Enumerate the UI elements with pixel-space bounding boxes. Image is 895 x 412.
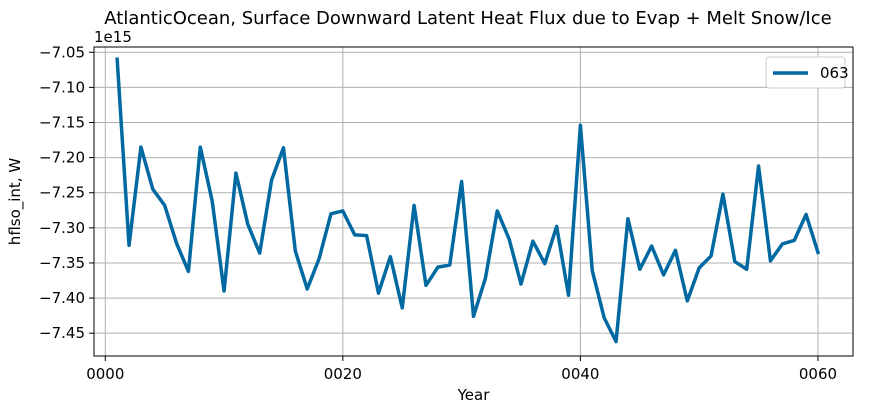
data-point — [709, 254, 713, 258]
data-point — [757, 164, 761, 168]
data-point — [484, 277, 488, 281]
x-tick-label: 0040 — [561, 365, 599, 383]
data-point — [115, 57, 119, 61]
data-point — [555, 225, 559, 229]
x-axis-label: Year — [457, 386, 491, 404]
data-point — [650, 244, 654, 248]
data-point — [448, 263, 452, 267]
data-point — [317, 257, 321, 261]
data-point — [638, 267, 642, 271]
data-point — [792, 239, 796, 243]
data-point — [282, 146, 286, 150]
y-tick-label: −7.40 — [39, 289, 85, 307]
data-point — [721, 192, 725, 196]
data-point — [507, 237, 511, 241]
y-tick-label: −7.35 — [39, 254, 85, 272]
data-point — [341, 209, 345, 213]
data-point — [139, 145, 143, 149]
data-point — [626, 217, 630, 221]
data-point — [674, 249, 678, 253]
data-point — [258, 251, 262, 255]
data-point — [769, 259, 773, 263]
data-point — [614, 340, 618, 344]
data-point — [210, 199, 214, 203]
series-layer — [115, 57, 821, 344]
data-point — [270, 178, 274, 182]
data-point — [662, 273, 666, 277]
data-point — [460, 180, 464, 184]
data-point — [567, 293, 571, 297]
data-point — [377, 291, 381, 295]
data-point — [305, 287, 309, 291]
data-point — [199, 145, 203, 149]
x-tick-label: 0020 — [324, 365, 362, 383]
y-tick-label: −7.05 — [39, 43, 85, 61]
data-point — [175, 241, 179, 245]
data-point — [400, 306, 404, 310]
data-point — [590, 269, 594, 273]
plot-frame — [93, 46, 854, 357]
data-point — [531, 239, 535, 243]
data-point — [436, 265, 440, 269]
y-tick-label: −7.25 — [39, 184, 85, 202]
data-point — [579, 124, 583, 128]
data-point — [602, 316, 606, 320]
data-point — [329, 212, 333, 216]
data-point — [816, 251, 820, 255]
data-point — [697, 266, 701, 270]
legend: 063 — [765, 56, 849, 89]
data-point — [222, 289, 226, 293]
y-tick-label: −7.15 — [39, 113, 85, 131]
data-point — [424, 284, 428, 288]
data-point — [353, 233, 357, 237]
y-axis-offset-label: 1e15 — [94, 28, 132, 46]
legend-entry-label: 063 — [820, 64, 849, 82]
y-tick-label: −7.30 — [39, 219, 85, 237]
data-point — [519, 282, 523, 286]
data-point — [495, 209, 499, 213]
y-axis-label: hflso_int, W — [6, 158, 25, 246]
data-point — [781, 242, 785, 246]
chart-title: AtlanticOcean, Surface Downward Latent H… — [104, 8, 831, 29]
data-point — [745, 267, 749, 271]
y-tick-label: −7.10 — [39, 78, 85, 96]
data-point — [127, 244, 131, 248]
x-tick-label: 0000 — [86, 365, 124, 383]
data-point — [163, 204, 167, 208]
data-point — [804, 213, 808, 217]
data-point — [543, 262, 547, 266]
data-point — [472, 315, 476, 319]
y-tick-label: −7.20 — [39, 149, 85, 167]
y-tick-label: −7.45 — [39, 324, 85, 342]
data-point — [733, 260, 737, 264]
data-point — [389, 255, 393, 259]
data-point — [365, 234, 369, 238]
series-line-063 — [115, 57, 821, 344]
axis-ticks: 0000 0020 0040 0060 −7.45 −7.40 −7.35 −7.30 −7.2… — [39, 43, 837, 383]
data-point — [294, 249, 298, 253]
data-point — [686, 299, 690, 303]
data-point — [412, 204, 416, 208]
grid-lines — [94, 47, 853, 356]
data-point — [234, 171, 238, 175]
data-point — [187, 270, 191, 274]
data-point — [246, 223, 250, 227]
data-point — [151, 187, 155, 191]
x-tick-label: 0060 — [799, 365, 837, 383]
